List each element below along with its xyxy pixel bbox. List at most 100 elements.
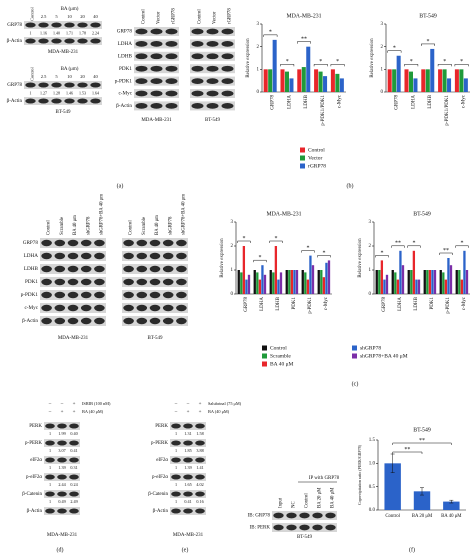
cell-line: BT-549 (297, 535, 313, 540)
y-tick-label: 1 (369, 268, 372, 273)
blot-band (135, 28, 148, 35)
blot-band (94, 317, 105, 325)
bar (391, 270, 394, 294)
row-label: p-PDK1 (21, 292, 39, 298)
blot-band (165, 41, 178, 47)
y-tick-label: 0 (257, 90, 260, 95)
row-label: LDHA (118, 41, 133, 47)
blot-band (45, 474, 55, 480)
blot-band (38, 82, 49, 88)
y-tick-label: 3 (369, 220, 372, 225)
blot-band (69, 440, 79, 446)
blot-band (191, 90, 204, 97)
bar (289, 78, 294, 92)
x-tick-label: p-PDK1/PDK1 (445, 95, 450, 126)
row-label: GRP78 (7, 23, 22, 28)
ratio: 0.31 (70, 465, 77, 470)
blot-band (45, 440, 55, 446)
bar (454, 69, 459, 92)
row-label: β-Catenin (148, 492, 168, 497)
lane-label: Control (30, 66, 35, 81)
bar (378, 270, 381, 294)
bar (410, 270, 413, 294)
row-label: c-Myc (118, 91, 132, 97)
bar (318, 71, 323, 92)
x-tick-label: p-PDK1 (308, 297, 313, 314)
treatment-sign: – (174, 410, 178, 415)
row-label: PDK1 (25, 279, 38, 285)
blot-band (51, 82, 62, 88)
legend-swatch (262, 361, 267, 367)
row-label: β-Actin (7, 99, 23, 104)
significance: * (461, 241, 464, 247)
blot-band (136, 278, 148, 286)
blot-band (136, 291, 148, 299)
significance: * (427, 39, 430, 45)
blot-band (94, 265, 105, 273)
row-label: p-PERK (25, 441, 42, 446)
row-label: IB: PERK (250, 526, 271, 531)
lane-label: 2.5 (41, 74, 47, 79)
sig-bracket (391, 245, 405, 248)
blot-band (312, 524, 323, 531)
x-tick-label: c-Myc (324, 296, 329, 310)
sig-bracket (375, 255, 389, 258)
blot-band (57, 440, 67, 446)
bar (375, 270, 378, 294)
blot-band (176, 278, 187, 286)
panel-label: (c) (352, 380, 359, 387)
y-tick-label: 3 (231, 220, 234, 225)
cell-line: MDA-MB-231 (173, 533, 204, 538)
bar (407, 270, 410, 294)
blot-band (69, 457, 79, 463)
treatment-sign: – (48, 410, 52, 415)
blot-band (90, 22, 101, 28)
ratio: 1.99 (58, 431, 65, 436)
blot-band (135, 41, 148, 47)
bar (415, 279, 418, 294)
treatment-sign: + (61, 410, 64, 415)
blot-band (38, 38, 49, 44)
ratio: 1.53 (79, 90, 86, 95)
sig-bracket (392, 442, 452, 445)
significance: ** (301, 37, 307, 43)
blot-band (54, 278, 66, 286)
blot-strip (24, 21, 102, 29)
blot-band (206, 65, 219, 72)
blot-band (171, 474, 181, 480)
blot-header: IP with GRP78 (309, 476, 340, 481)
x-tick-label: LDHB (428, 94, 433, 108)
blot-band (38, 98, 49, 104)
row-label: eIF2α (156, 458, 168, 463)
lane-label: rGRP78 (172, 8, 177, 24)
ratio: 3.88 (196, 448, 203, 453)
bar (412, 250, 416, 294)
blot-band (136, 317, 148, 325)
blot-band (69, 423, 79, 429)
blot-band (286, 524, 297, 531)
blot-band (123, 278, 134, 286)
bar (463, 250, 466, 294)
bar (385, 274, 389, 294)
ratio: 1.41 (196, 465, 203, 470)
sig-bracket (330, 64, 345, 67)
y-tick-label: 0 (369, 292, 372, 297)
ratio: 0.40 (70, 431, 77, 436)
bar (459, 69, 464, 92)
bar (399, 250, 402, 294)
blot-band (149, 265, 161, 273)
blot-band (54, 317, 66, 325)
blot-band (183, 423, 193, 429)
bar (272, 272, 275, 294)
y-tick-label: 0.0 (369, 508, 376, 513)
bar (301, 270, 304, 294)
y-tick-label: 0 (381, 90, 384, 95)
blot-band (165, 78, 178, 84)
blot-band (191, 78, 204, 84)
y-tick-label: 2 (231, 244, 234, 249)
blot-band (183, 508, 193, 514)
y-tick-label: 2 (381, 45, 384, 50)
row-label: β-Actin (22, 318, 38, 324)
lane-label: Scramble (60, 217, 65, 235)
legend-swatch (300, 155, 305, 161)
